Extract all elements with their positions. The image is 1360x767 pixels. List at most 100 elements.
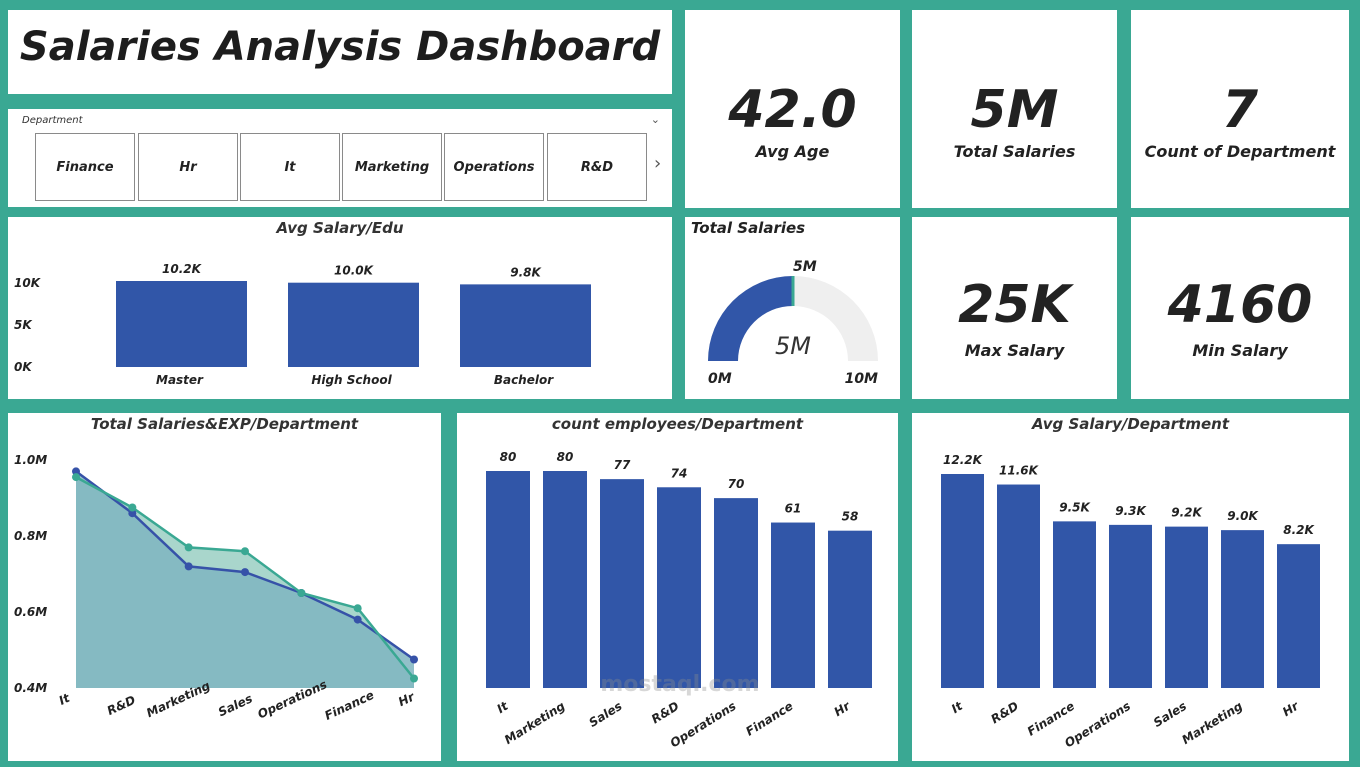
avgdept-bar-it[interactable] [941, 474, 984, 688]
count-data-label: 70 [728, 477, 745, 491]
kpi-total-salaries: 5M Total Salaries [912, 10, 1117, 208]
slicer-item-hr[interactable]: Hr [138, 133, 238, 201]
kpi-min-salary-label: Min Salary [1192, 341, 1288, 360]
count-data-label: 61 [785, 502, 802, 516]
avgdept-bar-marketing[interactable] [1221, 530, 1264, 688]
kpi-avg-age-label: Avg Age [755, 142, 830, 161]
area-y-tick: 0.8M [14, 529, 47, 543]
count-bar-finance[interactable] [771, 522, 815, 688]
avgdept-category-label: Sales [1151, 699, 1189, 730]
count-bar-sales[interactable] [600, 479, 644, 688]
series-2-point[interactable] [184, 543, 193, 552]
chevron-right-icon[interactable]: › [654, 153, 662, 174]
area-category-label: It [57, 690, 73, 708]
kpi-count-department-label: Count of Department [1144, 142, 1336, 161]
slicer-item-operations[interactable]: Operations [444, 133, 544, 201]
kpi-min-salary-value: 4160 [1167, 275, 1313, 335]
edu-y-tick: 5K [14, 318, 33, 332]
count-bar-rd[interactable] [657, 487, 701, 688]
edu-category-label: Bachelor [494, 373, 554, 387]
avg-salary-department-chart: 12.2KIt11.6KR&D9.5KFinance9.3KOperations… [941, 453, 1320, 750]
count-bar-marketing[interactable] [543, 471, 587, 688]
series-2-point[interactable] [353, 604, 362, 613]
gauge-fill [708, 276, 793, 361]
count-employees-title: count employees/Department [551, 415, 804, 433]
edu-data-label: 9.8K [510, 265, 542, 279]
count-data-label: 74 [671, 466, 688, 480]
kpi-min-salary: 4160 Min Salary [1131, 217, 1349, 399]
avg-salary-department-panel: Avg Salary/Department 12.2K It 11.6K R&D 9.5… [912, 413, 1349, 761]
slicer-item-rd[interactable]: R&D [547, 133, 647, 201]
area-category-label: Hr [396, 689, 417, 709]
count-bar-operations[interactable] [714, 498, 758, 688]
page-title: Salaries Analysis Dashboard [19, 24, 661, 70]
count-bar-hr[interactable] [828, 530, 872, 688]
kpi-count-department-value: 7 [1221, 80, 1259, 140]
avgdept-bar-sales[interactable] [1165, 526, 1208, 688]
edu-category-label: Master [156, 373, 204, 387]
count-category-label: Marketing [502, 699, 568, 747]
slicer-item-finance[interactable]: Finance [35, 133, 135, 201]
avgdept-category-label: R&D [988, 699, 1021, 727]
avgdept-data-label: 9.0K [1227, 509, 1259, 523]
series-2-point[interactable] [297, 589, 306, 597]
edu-bar-high-school[interactable] [288, 282, 419, 367]
slicer-item-it[interactable]: It [240, 133, 340, 201]
series-1-point[interactable] [353, 615, 362, 624]
edu-bar-bachelor[interactable] [460, 284, 591, 367]
kpi-count-department: 7 Count of Department [1131, 10, 1349, 208]
avgdept-bar-operations[interactable] [1109, 524, 1152, 688]
avgdept-data-label: 11.6K [999, 464, 1040, 478]
kpi-avg-age-value: 42.0 [728, 80, 857, 140]
count-category-label: It [494, 698, 511, 716]
area-category-label: Sales [216, 691, 255, 719]
edu-data-label: 10.2K [162, 262, 203, 276]
avg-salary-edu-chart: 0K 5K 10K 10.2K Master 10.0K High School 9.8K Ba… [14, 262, 591, 387]
avg-salary-edu-title: Avg Salary/Edu [276, 219, 404, 237]
series-1-point[interactable] [72, 467, 80, 476]
avgdept-bar-rd[interactable] [997, 484, 1040, 688]
series-1-point[interactable] [184, 562, 193, 571]
total-salaries-exp-title: Total Salaries&EXP/Department [90, 415, 359, 433]
avgdept-bar-finance[interactable] [1053, 521, 1096, 688]
count-bar-it[interactable] [486, 471, 530, 688]
edu-y-tick: 10K [14, 276, 42, 290]
edu-category-label: High School [311, 373, 392, 387]
slicer-item-marketing[interactable]: Marketing [342, 133, 442, 201]
total-salaries-exp-panel: Total Salaries&EXP/Department 0.4M 0.6M 0.… [8, 413, 441, 761]
series-2-point[interactable] [241, 547, 249, 556]
kpi-total-salaries-label: Total Salaries [953, 142, 1076, 161]
count-category-label: Hr [832, 698, 854, 719]
kpi-max-salary: 25K Max Salary [912, 217, 1117, 399]
avgdept-category-label: Finance [1025, 699, 1077, 739]
area-y-tick: 0.4M [14, 681, 47, 695]
series-2-point[interactable] [128, 503, 137, 512]
kpi-max-salary-value: 25K [958, 275, 1071, 335]
kpi-total-salaries-value: 5M [970, 80, 1059, 140]
area-y-tick: 0.6M [14, 605, 47, 619]
series-2-point[interactable] [410, 674, 418, 683]
slicer-dropdown-icon[interactable]: ⌄ [650, 113, 660, 126]
count-employees-panel: count employees/Department 80 It 80 Marketi… [457, 413, 898, 761]
kpi-avg-age: 42.0 Avg Age [685, 10, 900, 208]
count-employees-chart: 80It80Marketing77Sales74R&D70Operations6… [486, 450, 872, 750]
series-1-point[interactable] [241, 568, 249, 577]
slicer-label: Department [22, 115, 83, 126]
gauge-panel: Total Salaries 5M 5M 0M 10M [685, 217, 900, 399]
gauge-value-label: 5M [775, 332, 811, 360]
count-category-label: R&D [649, 699, 682, 727]
gauge-title: Total Salaries [691, 219, 806, 237]
avg-salary-department-title: Avg Salary/Department [1031, 415, 1230, 433]
avgdept-bar-hr[interactable] [1277, 544, 1320, 688]
avgdept-category-label: Marketing [1179, 699, 1245, 747]
avgdept-data-label: 8.2K [1283, 523, 1315, 537]
series-2-point[interactable] [72, 473, 80, 482]
gauge-chart: 5M 5M 0M 10M [708, 259, 878, 387]
edu-data-label: 10.0K [334, 264, 375, 278]
series-1-point[interactable] [128, 509, 137, 518]
edu-bar-master[interactable] [116, 281, 247, 367]
department-slicer: Department ⌄ Finance Hr It Marketing Ope… [8, 109, 672, 207]
series-1-point[interactable] [410, 655, 418, 664]
count-category-label: Finance [743, 699, 795, 739]
